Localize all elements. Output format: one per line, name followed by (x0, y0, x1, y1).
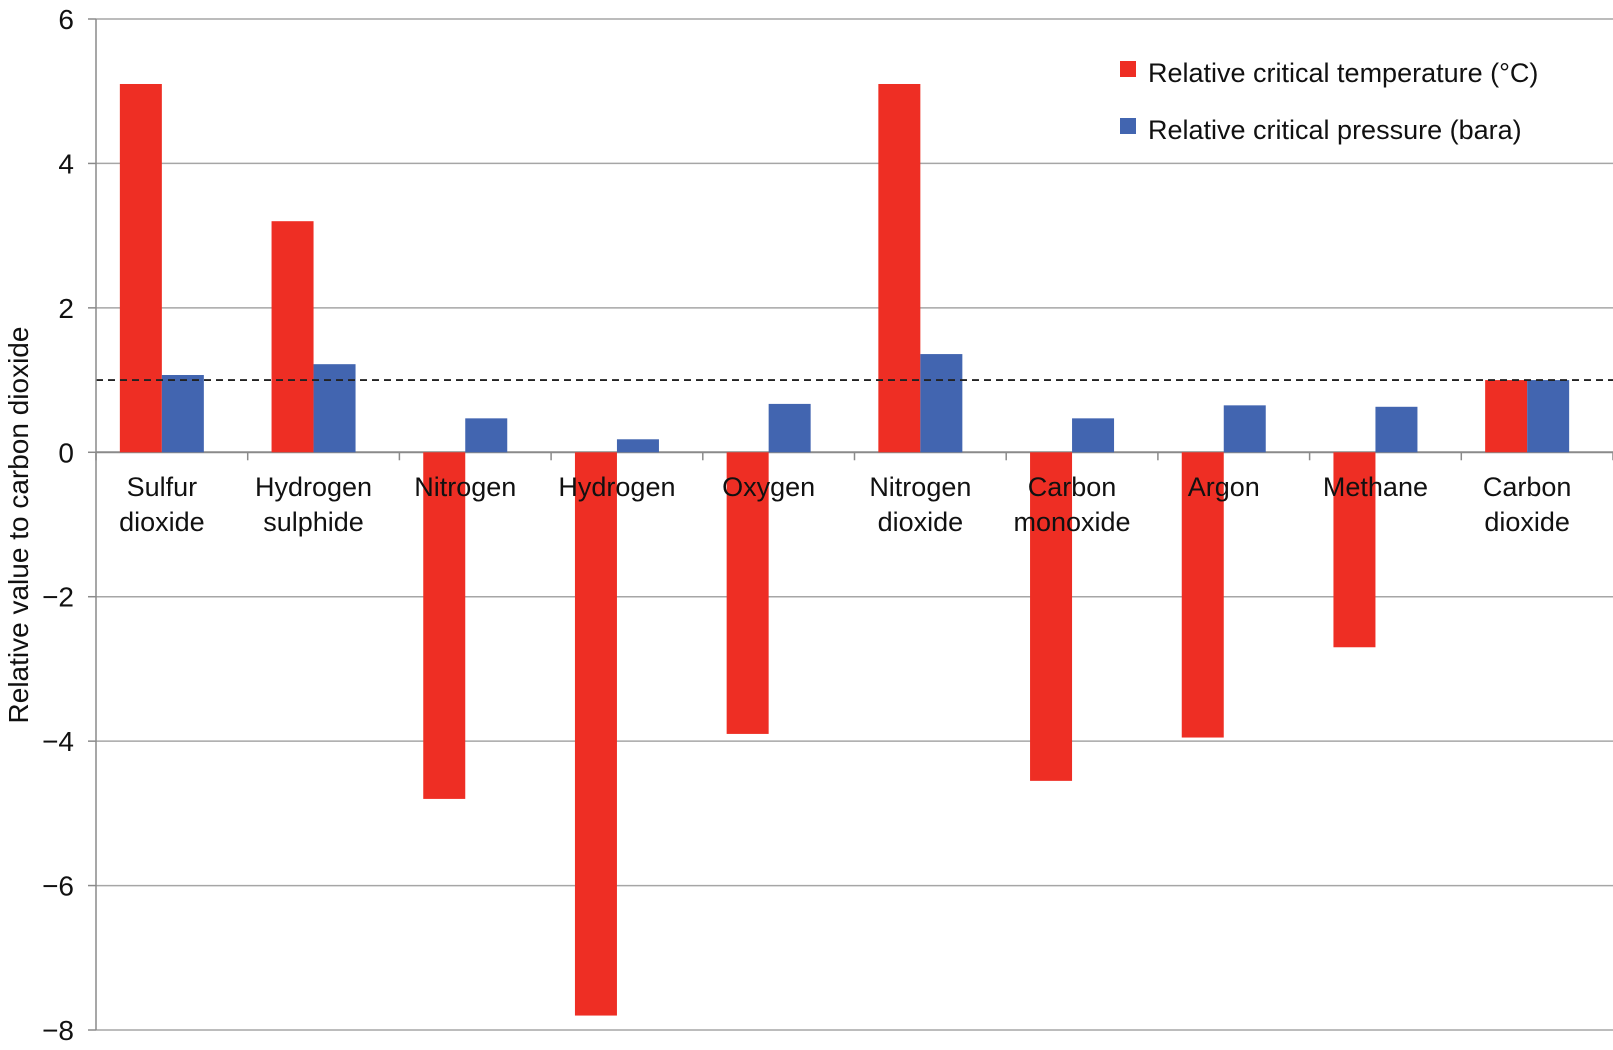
bar (1030, 452, 1073, 781)
category-label: Nitrogen (414, 472, 516, 502)
category-label: Nitrogen dioxide (869, 472, 971, 537)
y-axis: 6 4 2 0 −2 −4 −6 −8 (42, 4, 97, 1046)
y-tick-label: 4 (58, 148, 74, 179)
category-label: Carbon dioxide (1483, 472, 1572, 537)
bar (1072, 418, 1115, 453)
bar (423, 452, 466, 799)
legend: Relative critical temperature (°C) Relati… (1120, 58, 1538, 145)
bar (1223, 405, 1266, 453)
bar (726, 452, 769, 734)
bar (1375, 406, 1418, 453)
bar (768, 403, 811, 453)
category-label: Methane (1323, 472, 1428, 502)
y-tick-label: −2 (42, 582, 74, 613)
bar (313, 364, 356, 453)
bar (920, 354, 963, 453)
y-tick-label: −6 (42, 871, 74, 902)
y-tick-label: −4 (42, 726, 74, 757)
bar (1181, 452, 1224, 738)
bar (1527, 380, 1570, 453)
bar (1333, 452, 1376, 648)
bar (271, 221, 314, 453)
bar (465, 418, 508, 453)
category-label: Carbon monoxide (1014, 472, 1131, 537)
y-tick-label: 6 (58, 4, 74, 35)
bar (1485, 380, 1528, 453)
category-label: Argon (1188, 472, 1260, 502)
category-label: Hydrogen sulphide (255, 472, 372, 537)
legend-label: Relative critical pressure (bara) (1148, 115, 1522, 145)
y-axis-title: Relative value to carbon dioxide (3, 327, 34, 724)
bar (161, 375, 204, 453)
y-tick-label: 2 (58, 293, 74, 324)
legend-swatch (1120, 118, 1136, 134)
y-tick-label: 0 (58, 437, 74, 468)
bar (119, 83, 162, 453)
bar (878, 83, 921, 453)
bars (119, 83, 1570, 1016)
legend-label: Relative critical temperature (°C) (1148, 58, 1538, 88)
y-tick-label: −8 (42, 1015, 74, 1046)
bar (616, 439, 659, 453)
legend-swatch (1120, 61, 1136, 77)
category-label: Sulfur dioxide (119, 472, 205, 537)
category-labels: Sulfur dioxide Hydrogen sulphide Nitrogen Hyd… (95, 452, 1613, 537)
category-label: Hydrogen (558, 472, 675, 502)
category-label: Oxygen (722, 472, 815, 502)
bar (574, 452, 617, 1016)
